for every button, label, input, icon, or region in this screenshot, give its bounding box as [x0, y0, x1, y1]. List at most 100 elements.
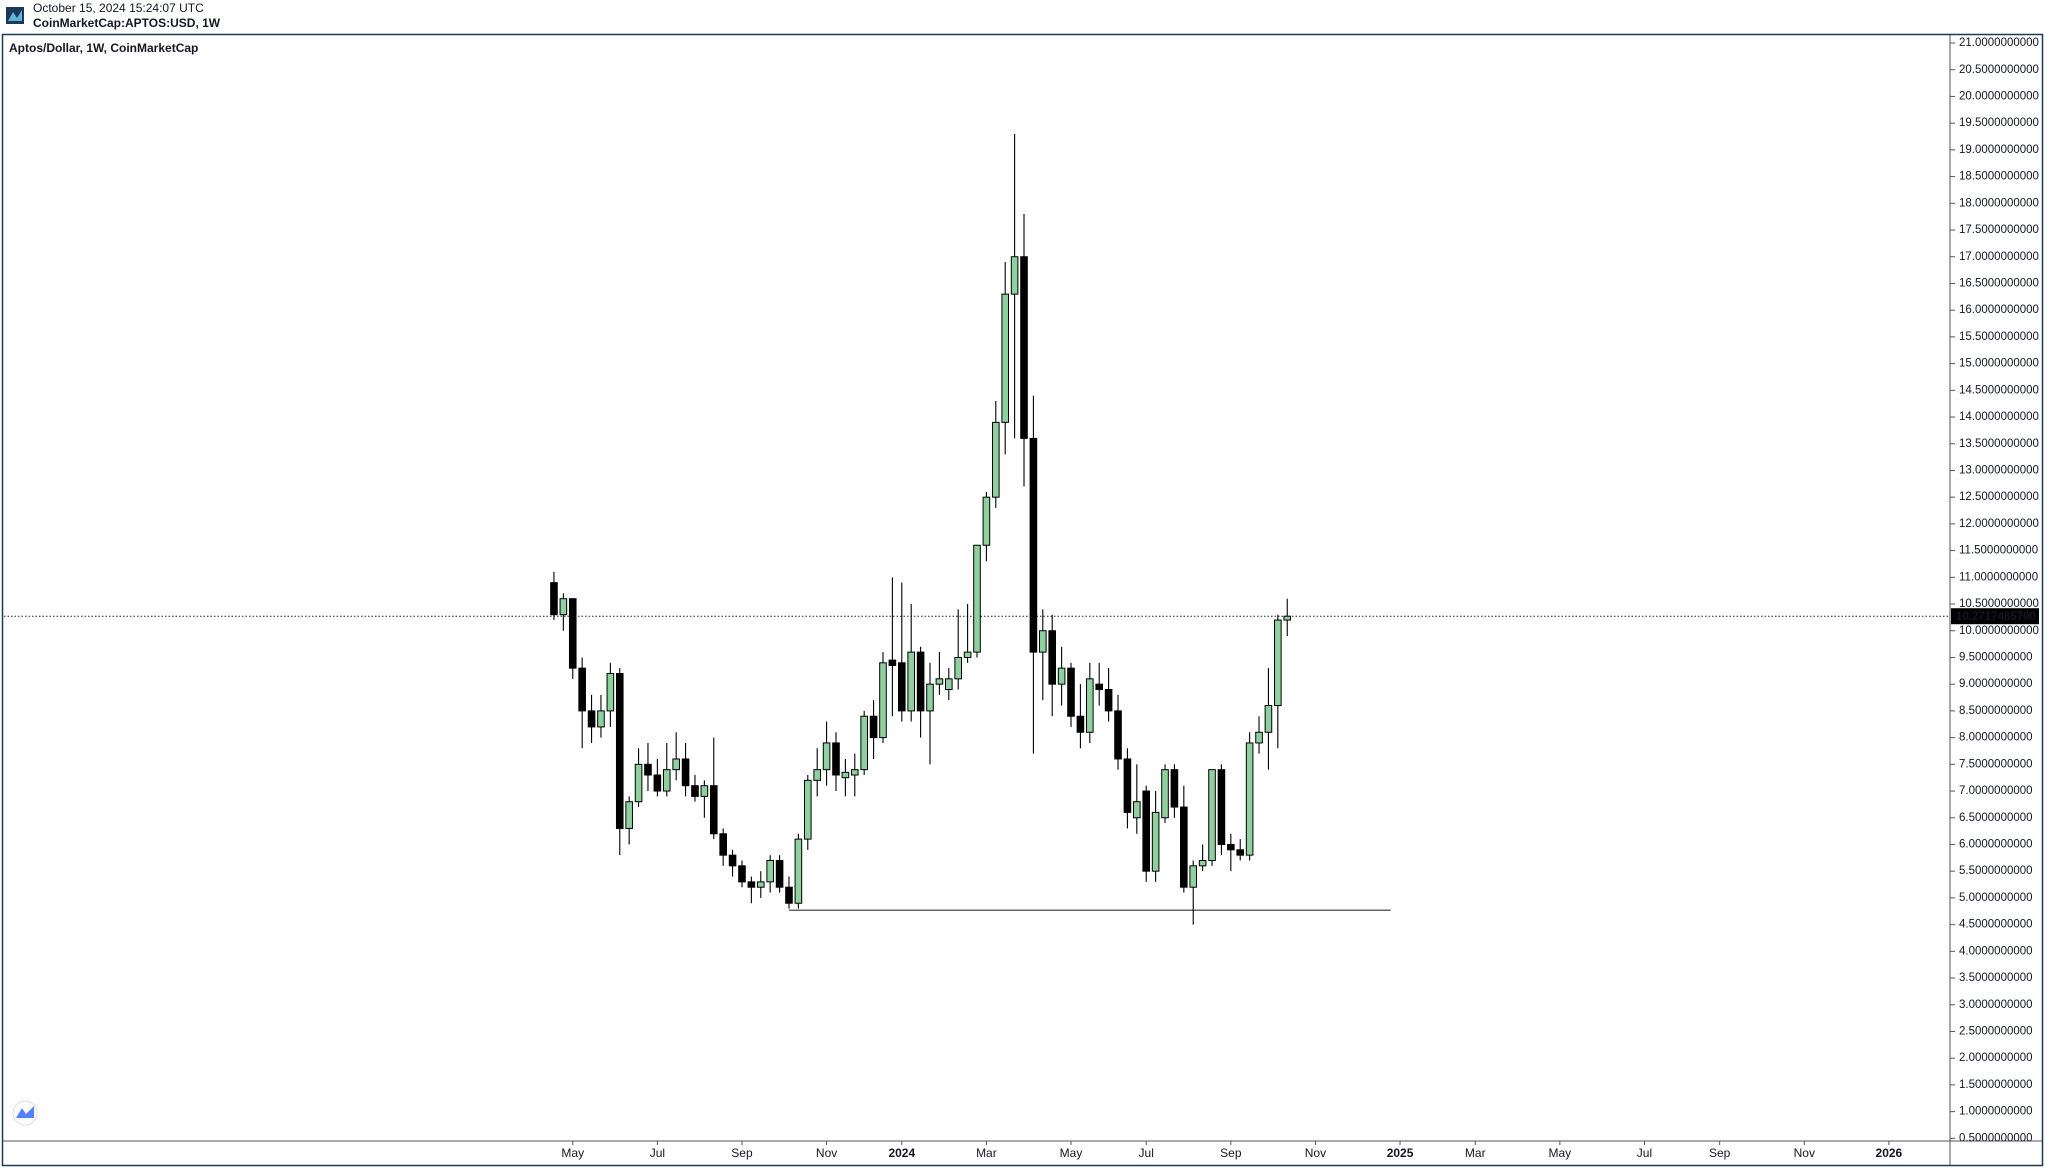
- y-tick-label: 6.5000000000: [1959, 812, 2033, 824]
- candle-body: [1151, 811, 1160, 872]
- candle-body: [747, 881, 756, 888]
- last-price-box: [1951, 608, 2039, 625]
- y-tick-label: 17.5000000000: [1959, 224, 2039, 236]
- candle-body: [1114, 710, 1122, 760]
- candle-body: [700, 785, 709, 797]
- watermark-mark: [16, 1106, 34, 1118]
- y-tick-label: 4.0000000000: [1959, 945, 2033, 957]
- candle-body: [1217, 769, 1226, 845]
- candle-body: [719, 833, 727, 856]
- candle-body: [550, 582, 558, 616]
- y-tick-label: 21.0000000000: [1959, 37, 2039, 49]
- y-tick-label: 12.5000000000: [1959, 491, 2039, 503]
- x-tick-label: Nov: [1305, 1146, 1326, 1160]
- candle-body: [1274, 619, 1282, 707]
- candle-body: [691, 785, 699, 797]
- x-tick-label: Jul: [1637, 1146, 1652, 1160]
- candle-body: [822, 742, 831, 771]
- candle-body: [568, 598, 577, 669]
- candle-body: [935, 678, 944, 685]
- candle-body: [1039, 630, 1047, 653]
- last-price-label: 10.2717485700: [1956, 611, 2036, 623]
- y-tick-label: 3.5000000000: [1959, 972, 2033, 984]
- timestamp: October 15, 2024 15:24:07 UTC: [33, 1, 204, 15]
- candle-body: [860, 715, 868, 771]
- candle-body: [634, 763, 643, 803]
- x-tick-label: May: [1549, 1146, 1572, 1160]
- y-tick-label: 4.5000000000: [1959, 919, 2033, 931]
- candle-body: [1123, 758, 1132, 813]
- candle-body: [615, 672, 624, 829]
- y-tick-label: 3.0000000000: [1959, 999, 2033, 1011]
- candle-body: [1208, 769, 1216, 861]
- candle-body: [1227, 843, 1235, 851]
- candle-body: [954, 656, 962, 680]
- y-tick-label: 2.0000000000: [1959, 1052, 2033, 1064]
- symbol: CoinMarketCap:APTOS:USD, 1W: [33, 16, 221, 30]
- candle-body: [869, 715, 878, 739]
- y-tick-label: 15.0000000000: [1959, 358, 2039, 370]
- candle-body: [1245, 742, 1254, 856]
- y-tick-label: 18.5000000000: [1959, 171, 2039, 183]
- candle-body: [672, 758, 680, 771]
- y-tick-label: 8.0000000000: [1959, 732, 2033, 744]
- candle-body: [1255, 731, 1263, 744]
- y-tick-label: 0.5000000000: [1959, 1132, 2033, 1144]
- candle-body: [963, 651, 972, 658]
- candle-body: [578, 667, 586, 712]
- candle-body: [916, 651, 925, 712]
- x-tick-label: Mar: [1465, 1146, 1486, 1160]
- candle-body: [926, 683, 934, 712]
- y-tick-label: 13.0000000000: [1959, 464, 2039, 476]
- candle-body: [1020, 256, 1028, 439]
- candle-body: [625, 801, 633, 829]
- y-tick-label: 12.0000000000: [1959, 518, 2039, 530]
- candle-body: [1283, 615, 1292, 621]
- x-tick-label: May: [561, 1146, 584, 1160]
- candles: [550, 133, 1292, 925]
- y-tick-label: 16.0000000000: [1959, 304, 2039, 316]
- candle-body: [879, 662, 887, 739]
- y-tick-label: 19.5000000000: [1959, 117, 2039, 129]
- y-tick-label: 9.5000000000: [1959, 651, 2033, 663]
- candle-body: [1236, 849, 1245, 856]
- x-tick-label: Sep: [731, 1146, 753, 1160]
- y-tick-label: 9.0000000000: [1959, 678, 2033, 690]
- candle-body: [1048, 630, 1057, 685]
- x-tick-label: Jul: [650, 1146, 665, 1160]
- candle-body: [587, 710, 596, 728]
- y-tick-label: 10.5000000000: [1959, 598, 2039, 610]
- chart-title: Aptos/Dollar, 1W, CoinMarketCap: [9, 41, 198, 55]
- x-tick-label: 2025: [1387, 1146, 1414, 1160]
- x-tick-label: Sep: [1709, 1146, 1731, 1160]
- x-tick-label: Sep: [1220, 1146, 1242, 1160]
- candle-body: [944, 678, 953, 691]
- candle-body: [766, 859, 774, 883]
- candle-body: [803, 779, 812, 840]
- y-tick-label: 19.0000000000: [1959, 144, 2039, 156]
- candle-body: [1180, 806, 1188, 888]
- candle-body: [597, 710, 605, 728]
- y-tick-label: 11.0000000000: [1959, 571, 2038, 583]
- candle-body: [1264, 705, 1273, 733]
- candle-body: [832, 742, 840, 776]
- y-tick-label: 2.5000000000: [1959, 1025, 2033, 1037]
- watermark-logo[interactable]: [12, 1100, 38, 1126]
- y-tick-label: 16.5000000000: [1959, 277, 2039, 289]
- candle-body: [1057, 667, 1066, 685]
- candle-body: [1142, 790, 1151, 872]
- x-tick-label: May: [1060, 1146, 1083, 1160]
- x-tick-label: 2026: [1876, 1146, 1903, 1160]
- y-tick-label: 14.0000000000: [1959, 411, 2039, 423]
- candle-body: [1010, 256, 1019, 295]
- candle-body: [841, 771, 850, 779]
- candle-body: [606, 672, 615, 712]
- y-tick-label: 5.5000000000: [1959, 865, 2033, 877]
- y-tick-label: 7.0000000000: [1959, 785, 2033, 797]
- y-tick-label: 6.0000000000: [1959, 838, 2033, 850]
- y-tick-label: 11.5000000000: [1959, 545, 2038, 557]
- candle-body: [1086, 678, 1094, 733]
- y-tick-label: 10.0000000000: [1959, 625, 2039, 637]
- candle-body: [1104, 689, 1113, 712]
- candle-body: [992, 421, 1000, 498]
